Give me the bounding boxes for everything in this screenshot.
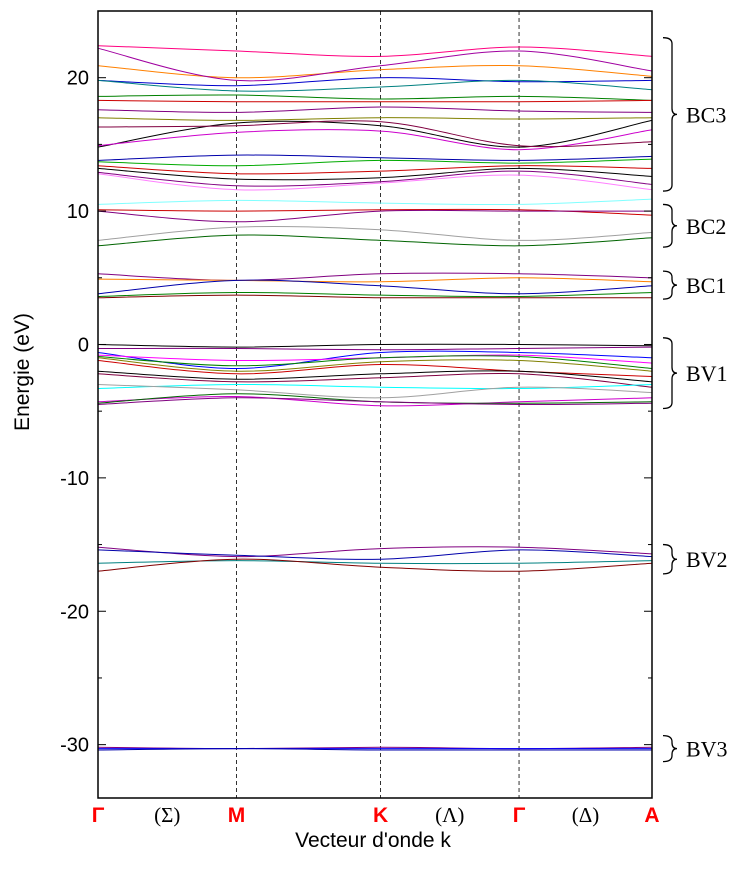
band-line-38 — [97, 384, 653, 399]
band-line-4 — [97, 79, 653, 92]
band-line-45 — [97, 558, 653, 572]
band-group-braces: BC3 BC2 BC1 BV1 BV2 BV3 — [662, 37, 728, 763]
band-line-9 — [97, 119, 653, 148]
band-line-11 — [97, 120, 653, 148]
k-direction-label-4: (Λ) — [435, 803, 464, 827]
group-label-BC1: BC1 — [686, 273, 726, 298]
band-line-14 — [97, 165, 653, 175]
y-tick-label: 0 — [78, 334, 89, 356]
band-line-23 — [97, 272, 653, 281]
band-line-26 — [97, 291, 653, 298]
band-line-16 — [97, 170, 653, 187]
band-line-10 — [97, 129, 653, 151]
band-line-41 — [97, 397, 653, 406]
y-tick-label: 10 — [67, 201, 89, 223]
band-line-24 — [97, 277, 653, 283]
band-line-0 — [97, 45, 653, 57]
band-line-22 — [97, 234, 653, 247]
y-axis-ticks: -30 -20 -10 0 10 20 — [60, 10, 652, 757]
band-curves — [97, 45, 653, 751]
band-line-18 — [97, 198, 653, 206]
band-line-1 — [97, 64, 653, 79]
plot-frame — [97, 10, 653, 799]
band-line-34 — [97, 360, 653, 377]
k-point-label-7: A — [644, 804, 659, 827]
k-point-label-5: Γ — [513, 804, 526, 827]
band-line-28 — [97, 343, 653, 348]
group-label-BV1: BV1 — [686, 361, 728, 386]
y-tick-label: -20 — [60, 601, 89, 623]
group-brace-BC2 — [662, 203, 678, 248]
band-line-35 — [97, 370, 653, 383]
band-line-20 — [97, 209, 652, 223]
band-line-44 — [97, 560, 653, 565]
group-label-BV2: BV2 — [686, 547, 728, 572]
band-line-39 — [97, 395, 653, 407]
k-direction-label-1: (Σ) — [154, 803, 180, 827]
y-tick-label: 20 — [67, 68, 89, 90]
band-line-21 — [97, 225, 653, 241]
group-brace-BV2 — [662, 543, 678, 575]
band-line-3 — [97, 77, 653, 87]
band-line-29 — [97, 346, 653, 351]
band-line-5 — [97, 94, 653, 101]
x-axis-labels: Γ (Σ) M K (Λ) Γ (Δ) A — [92, 803, 660, 827]
k-point-label-0: Γ — [92, 804, 105, 827]
band-line-27 — [97, 294, 652, 299]
k-point-label-2: M — [228, 804, 246, 827]
band-line-12 — [97, 154, 653, 161]
band-line-33 — [97, 357, 653, 372]
band-line-36 — [97, 372, 653, 388]
band-line-48 — [97, 748, 652, 751]
group-label-BC2: BC2 — [686, 214, 726, 239]
band-line-6 — [97, 99, 653, 103]
band-line-32 — [97, 355, 653, 369]
band-line-43 — [97, 549, 653, 560]
band-line-25 — [97, 279, 653, 295]
x-axis-title: Vecteur d'onde k — [295, 829, 451, 852]
k-point-label-3: K — [373, 804, 388, 827]
band-line-13 — [97, 158, 653, 167]
group-brace-BC1 — [662, 270, 678, 300]
y-axis-title: Energie (eV) — [11, 313, 34, 431]
k-direction-label-6: (Δ) — [572, 803, 600, 827]
y-tick-label: -10 — [60, 468, 89, 490]
band-line-17 — [97, 173, 653, 191]
band-line-7 — [97, 106, 653, 113]
band-line-19 — [97, 208, 653, 216]
group-brace-BV3 — [662, 734, 678, 763]
band-line-15 — [97, 167, 653, 181]
high-symmetry-lines — [236, 11, 520, 798]
group-label-BV3: BV3 — [686, 737, 728, 762]
band-line-8 — [97, 117, 653, 121]
group-brace-BC3 — [662, 37, 678, 192]
band-line-2 — [97, 47, 653, 82]
band-line-42 — [97, 546, 653, 558]
group-label-BC3: BC3 — [686, 102, 726, 127]
group-brace-BV1 — [662, 337, 678, 410]
y-tick-label: -30 — [60, 735, 89, 757]
band-line-30 — [97, 350, 653, 370]
